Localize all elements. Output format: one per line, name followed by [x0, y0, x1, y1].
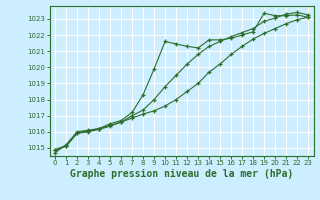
X-axis label: Graphe pression niveau de la mer (hPa): Graphe pression niveau de la mer (hPa) — [70, 169, 293, 179]
